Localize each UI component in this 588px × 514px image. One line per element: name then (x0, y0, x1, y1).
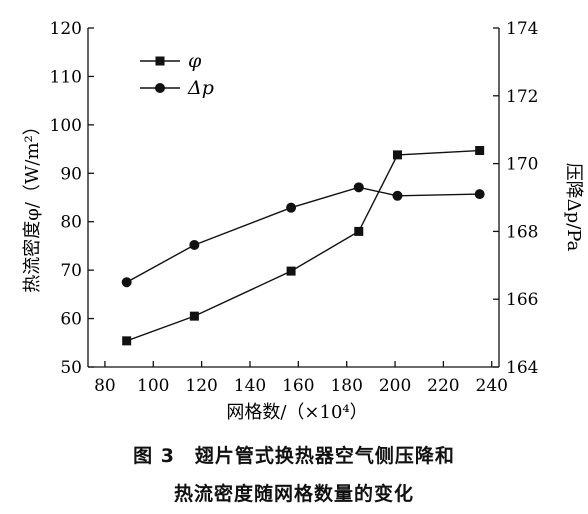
data-point-square (189, 311, 199, 321)
legend-marker-square (155, 56, 165, 66)
left-y-tick-label: 70 (60, 261, 82, 281)
axes (87, 28, 500, 368)
data-point-circle (286, 202, 297, 213)
data-point-square (286, 266, 296, 276)
left-y-ticks: 50 60 70 80 90 100 110 120 (50, 19, 94, 378)
legend: φ Δp (140, 50, 214, 99)
right-y-tick-label: 174 (506, 19, 538, 39)
left-y-tick-label: 120 (50, 19, 82, 39)
legend-label: φ (188, 50, 202, 72)
legend-label: Δp (187, 77, 214, 99)
left-y-tick-label: 90 (60, 164, 82, 184)
data-point-circle (353, 182, 364, 193)
left-y-tick-label: 60 (60, 310, 82, 330)
x-tick-label: 240 (476, 376, 508, 396)
data-point-square (354, 226, 364, 236)
x-tick-label: 140 (234, 376, 266, 396)
left-y-axis-label: 热流密度φ/（W/m²） (22, 117, 43, 293)
series-delta-p (121, 182, 485, 288)
x-tick-label: 180 (330, 376, 362, 396)
data-point-square (392, 150, 402, 160)
x-tick-label: 120 (185, 376, 217, 396)
series-line (126, 149, 480, 342)
x-ticks: 80 100 120 140 160 180 200 220 240 (94, 361, 508, 396)
x-tick-label: 100 (137, 376, 169, 396)
figure-caption-line-2: 热流密度随网格数量的变化 (173, 483, 414, 505)
left-y-tick-label: 100 (50, 116, 82, 136)
x-tick-label: 160 (282, 376, 314, 396)
right-y-tick-label: 168 (506, 222, 538, 242)
x-axis-label: 网格数/（×10⁴） (226, 402, 367, 423)
series-phi (122, 146, 485, 346)
x-tick-label: 80 (94, 376, 116, 396)
right-y-tick-label: 170 (506, 155, 538, 175)
right-y-tick-label: 164 (506, 358, 538, 378)
data-point-circle (189, 239, 200, 250)
series-layer (121, 146, 485, 346)
left-y-tick-label: 50 (60, 358, 82, 378)
x-tick-label: 220 (427, 376, 459, 396)
data-point-square (122, 336, 132, 346)
left-y-tick-label: 110 (50, 67, 82, 87)
chart: 50 60 70 80 90 100 110 120 164 166 168 170 172 174 8… (22, 19, 584, 423)
left-y-tick-label: 80 (60, 213, 82, 233)
data-point-square (475, 146, 485, 156)
right-y-tick-label: 166 (506, 290, 538, 310)
data-point-circle (121, 277, 132, 288)
x-tick-label: 200 (379, 376, 411, 396)
series-line (126, 186, 480, 283)
figure-caption-line-1: 图 3 翅片管式换热器空气侧压降和 (133, 445, 455, 467)
right-y-ticks: 164 166 168 170 172 174 (493, 19, 538, 378)
data-point-circle (474, 189, 485, 200)
right-y-tick-label: 172 (506, 87, 538, 107)
data-point-circle (392, 190, 403, 201)
right-y-axis-label: 压降Δp/Pa (563, 163, 584, 252)
legend-marker-circle (155, 83, 165, 93)
